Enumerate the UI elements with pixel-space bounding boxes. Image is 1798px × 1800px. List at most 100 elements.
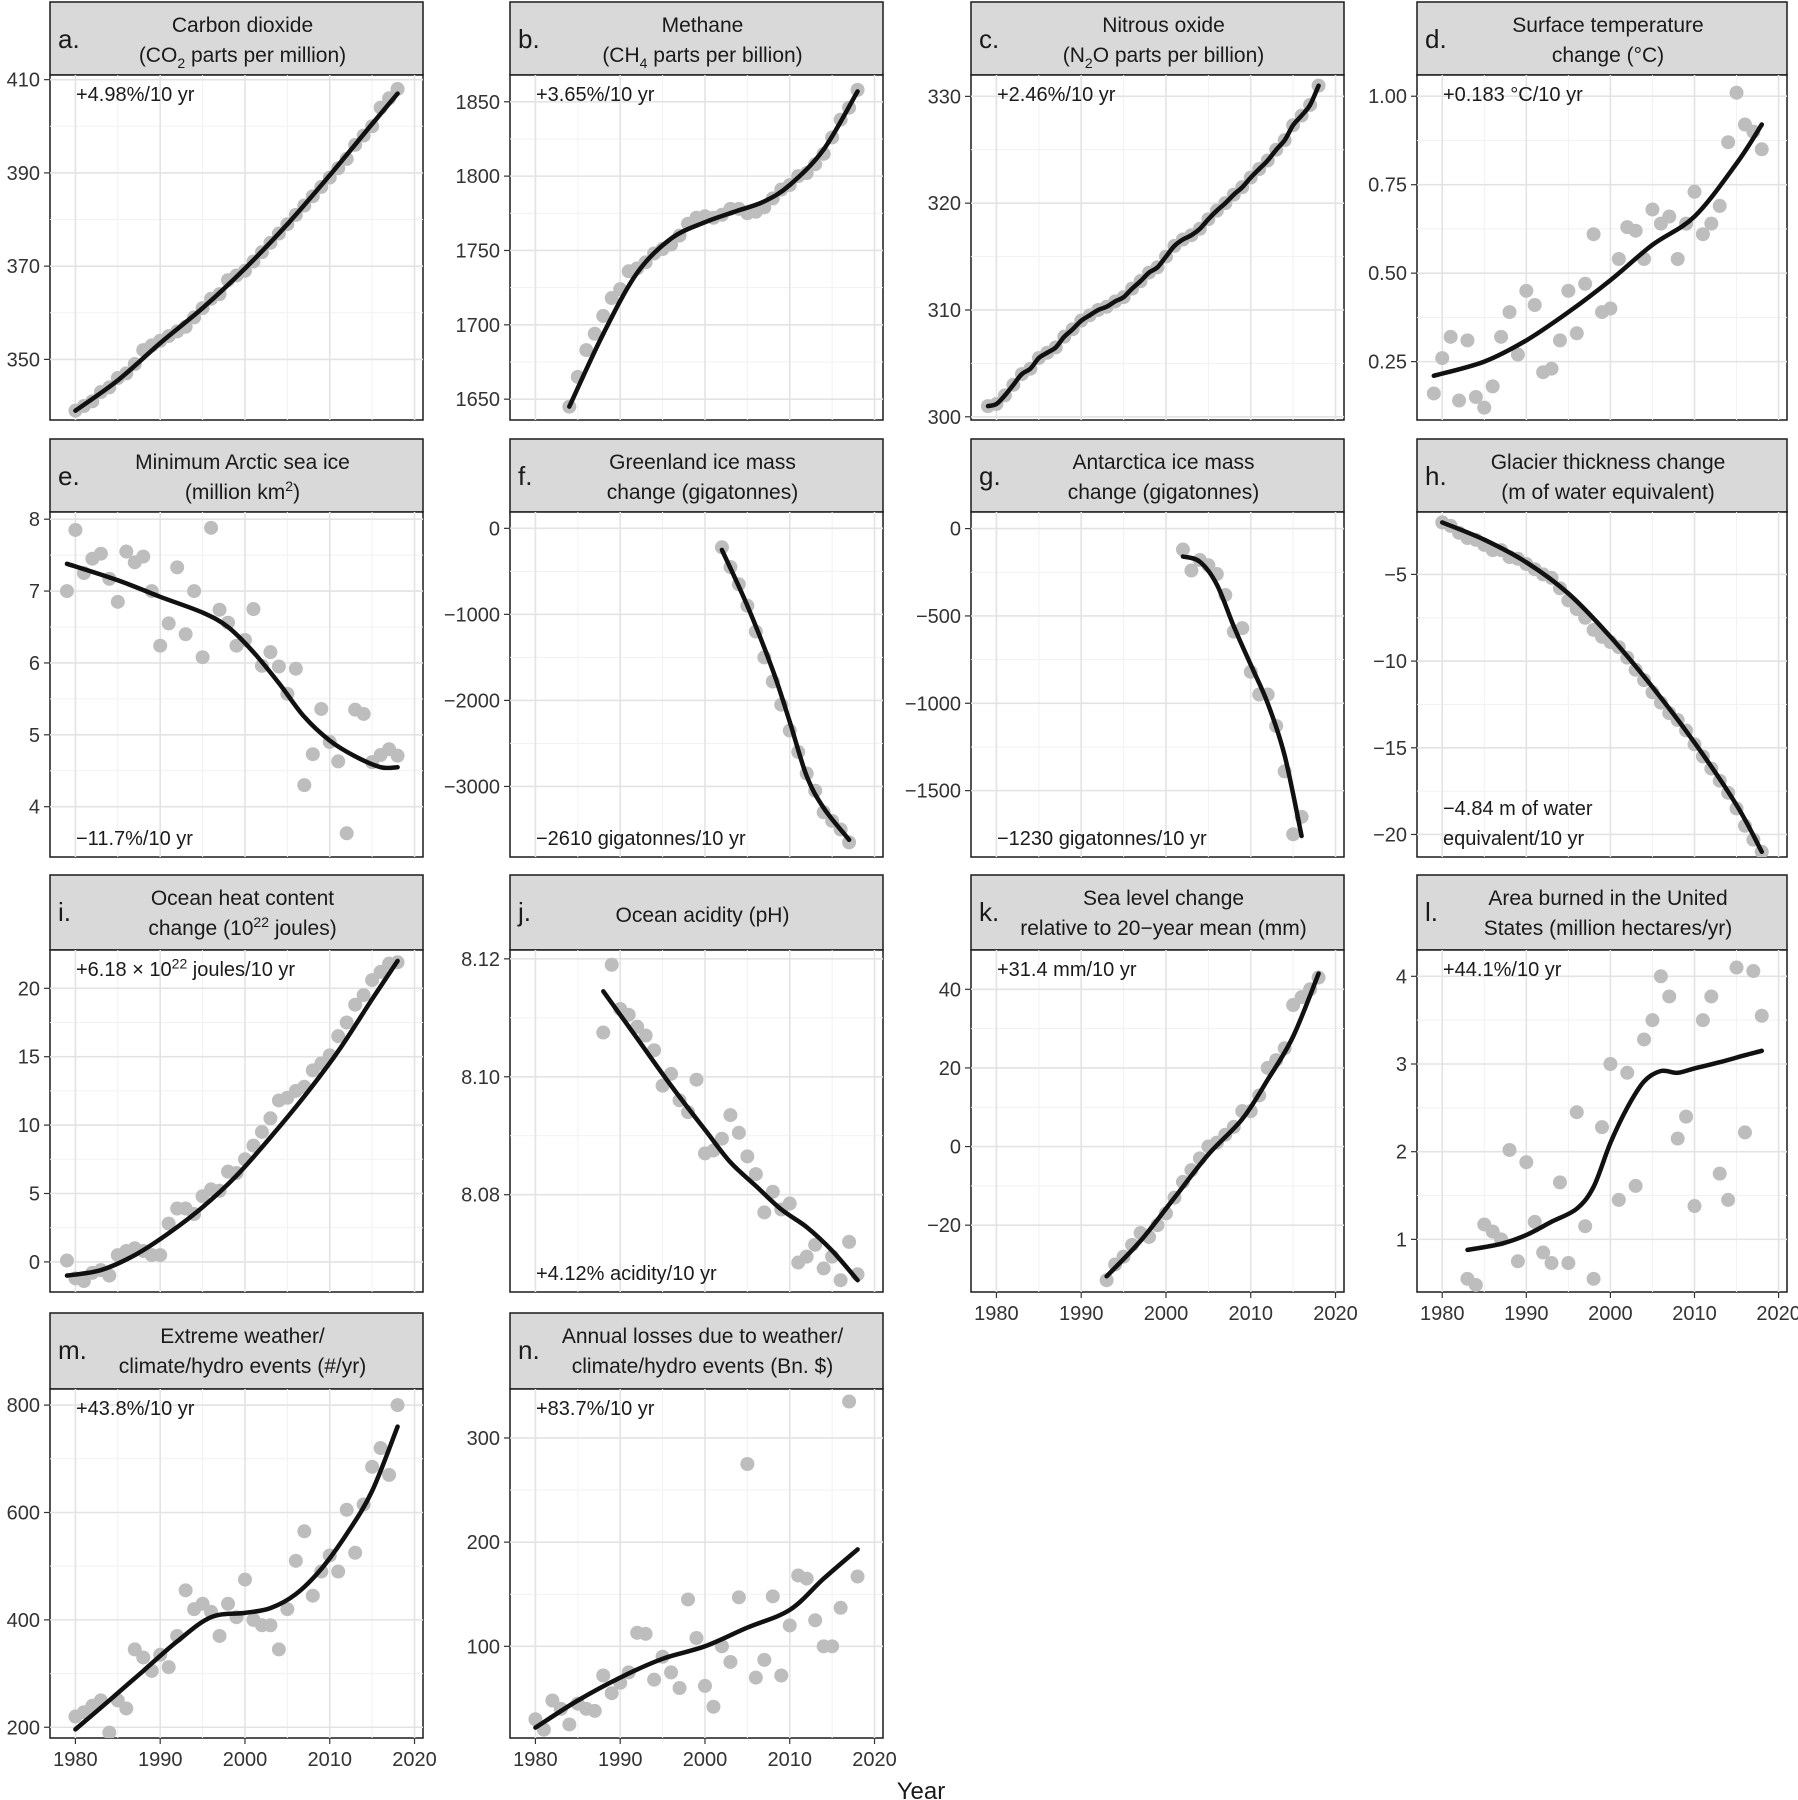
data-point [195, 650, 210, 665]
data-point [271, 659, 286, 674]
trend-annotation: −1230 gigatonnes/10 yr [997, 828, 1207, 850]
y-tick-label: 1850 [456, 92, 501, 114]
chart-title-line: change (°C) [1552, 44, 1664, 67]
y-tick-label: 320 [928, 193, 961, 215]
x-tick-label: 2020 [1313, 1303, 1358, 1325]
x-tick-label: 2000 [683, 1749, 728, 1771]
panel-header [1416, 438, 1788, 513]
data-point [1536, 1245, 1551, 1260]
x-tick-label: 2010 [1229, 1303, 1274, 1325]
trend-line [533, 1547, 860, 1730]
x-tick-label: 2000 [1588, 1303, 1633, 1325]
data-point [664, 1665, 679, 1680]
panel-header [49, 438, 424, 513]
y-tick-label: 10 [18, 1115, 40, 1137]
data-point [1561, 1256, 1576, 1271]
data-point [271, 1642, 286, 1657]
panel-n: 100 200 300 1980 1990 2000 2010 2020 n. Annual lo… [467, 1312, 897, 1771]
data-point [748, 1167, 763, 1182]
data-point [161, 1216, 176, 1231]
data-point [1286, 827, 1301, 842]
data-point [339, 826, 354, 841]
panel-letter: h. [1425, 461, 1447, 491]
data-point [110, 594, 125, 609]
panel-b: 1650 1700 1750 1800 1850 b. Methane (CH4 parts … [456, 1, 884, 421]
data-point [1628, 1178, 1643, 1193]
trend-line [1431, 122, 1765, 379]
data-point [1578, 1219, 1593, 1234]
data-point [1712, 1166, 1727, 1181]
data-points [596, 957, 865, 1288]
data-point [263, 645, 278, 660]
panel-d: 0.25 0.50 0.75 1.00 d. Surface temperature cha… [1368, 1, 1788, 421]
panel-i: 0 5 10 15 20 i. Ocean heat content change (1022… [18, 874, 424, 1293]
gridlines [50, 950, 423, 1292]
data-point [782, 1618, 797, 1633]
data-point [816, 1261, 831, 1276]
trend-annotation: +31.4 mm/10 yr [997, 959, 1137, 981]
trend-annotation: +4.98%/10 yr [76, 84, 195, 106]
data-point [681, 1592, 696, 1607]
trend-annotation: +2.46%/10 yr [997, 84, 1116, 106]
gridlines [510, 950, 883, 1292]
x-tick-label: 2010 [768, 1749, 813, 1771]
x-tick-label: 1990 [138, 1749, 183, 1771]
data-point [1426, 386, 1441, 401]
data-point [731, 1125, 746, 1140]
data-point [1586, 227, 1601, 242]
y-tick-label: 40 [939, 979, 961, 1001]
data-point [1670, 252, 1685, 266]
data-point [833, 1273, 848, 1288]
x-tick-label: 1980 [974, 1303, 1019, 1325]
data-point [1704, 989, 1719, 1004]
data-point [1687, 184, 1702, 199]
data-point [808, 1237, 823, 1252]
data-point [119, 544, 134, 559]
trend-line [1465, 1048, 1765, 1253]
data-point [1235, 621, 1250, 636]
data-point [1637, 1032, 1652, 1047]
x-tick-label: 1990 [1504, 1303, 1549, 1325]
data-point [731, 1590, 746, 1605]
trend-annotation: +3.65%/10 yr [536, 84, 655, 106]
y-tick-label: 15 [18, 1047, 40, 1069]
x-tick-label: 1980 [53, 1749, 98, 1771]
data-point [348, 1545, 363, 1560]
gridlines [1417, 950, 1787, 1292]
data-point [1586, 1271, 1601, 1286]
data-point [1695, 1013, 1710, 1028]
y-tick-label: −1000 [905, 693, 961, 715]
data-point [212, 1628, 227, 1643]
y-tick-label: 8.12 [461, 949, 500, 971]
panel-e: 4 5 6 7 8 e. Minimum Arctic sea ice (million km… [29, 438, 424, 858]
data-point [579, 343, 594, 358]
data-point [748, 1670, 763, 1685]
chart-title-line: Extreme weather/ [160, 1325, 325, 1348]
trend-line [64, 561, 400, 771]
data-point [842, 1394, 857, 1409]
data-point [1645, 1013, 1660, 1028]
x-tick-label: 2000 [1144, 1303, 1189, 1325]
data-point [1502, 1142, 1517, 1157]
panel-header [1416, 874, 1788, 951]
y-tick-label: 800 [7, 1395, 40, 1417]
data-point [1519, 1155, 1534, 1170]
y-tick-label: 0 [29, 1252, 40, 1274]
data-point [356, 988, 371, 1003]
panel-letter: m. [58, 1335, 87, 1365]
y-tick-label: 330 [928, 86, 961, 108]
data-point [59, 584, 74, 599]
data-points [68, 1398, 405, 1738]
y-tick-label: −10 [1373, 651, 1407, 673]
panel-letter: f. [518, 461, 532, 491]
panel-letter: n. [518, 1335, 540, 1365]
trend-annotation: −11.7%/10 yr [76, 828, 193, 850]
x-tick-label: 1980 [513, 1749, 558, 1771]
data-point [1611, 252, 1626, 266]
y-tick-label: 1750 [456, 240, 501, 262]
y-tick-label: 1700 [456, 315, 501, 337]
plot-area [509, 1388, 884, 1739]
data-point [604, 1686, 619, 1701]
trend-line [719, 547, 852, 843]
